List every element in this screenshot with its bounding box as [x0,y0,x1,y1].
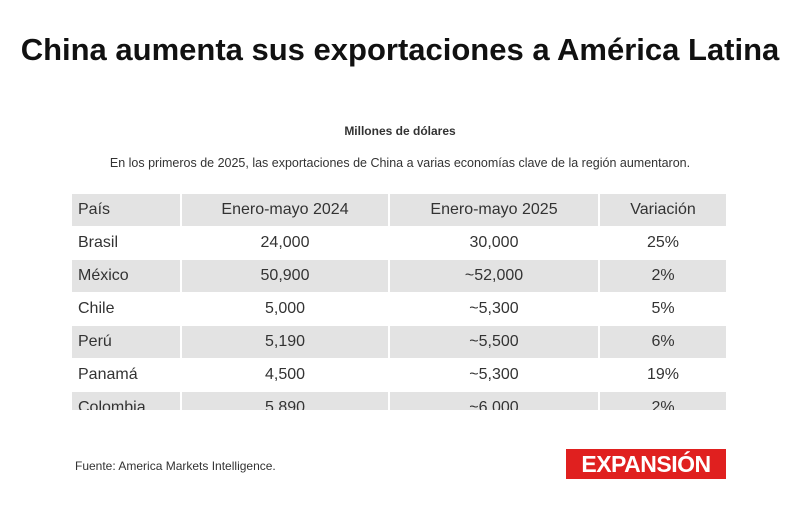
cell-variation: 5% [598,293,726,326]
cell-country: Panamá [72,359,180,392]
cell-value-2025: 30,000 [388,227,598,260]
cell-variation: 19% [598,359,726,392]
cell-country: Chile [72,293,180,326]
cell-country: Perú [72,326,180,359]
column-header-2025: Enero-mayo 2025 [388,194,598,227]
cell-variation: 25% [598,227,726,260]
cell-variation: 2% [598,260,726,293]
source-note: Fuente: America Markets Intelligence. [75,459,276,473]
cell-country: Colombia [72,392,180,410]
cell-value-2024: 5,000 [180,293,388,326]
cell-value-2024: 50,900 [180,260,388,293]
column-header-variation: Variación [598,194,726,227]
chart-subtitle: Millones de dólares [344,124,456,138]
cell-value-2025: ~5,300 [388,359,598,392]
cell-country: México [72,260,180,293]
column-header-country: País [72,194,180,227]
table-row: México 50,900 ~52,000 2% [72,260,726,293]
expansion-logo: EXPANSIÓN [566,449,726,479]
table-header-row: País Enero-mayo 2024 Enero-mayo 2025 Var… [72,194,726,227]
cell-value-2024: 4,500 [180,359,388,392]
cell-variation: 6% [598,326,726,359]
table-row: Chile 5,000 ~5,300 5% [72,293,726,326]
data-table-container: País Enero-mayo 2024 Enero-mayo 2025 Var… [72,194,726,410]
table-row: Brasil 24,000 30,000 25% [72,227,726,260]
cell-value-2025: ~5,300 [388,293,598,326]
chart-description: En los primeros de 2025, las exportacion… [109,156,691,170]
chart-title: China aumenta sus exportaciones a Améric… [20,32,780,67]
cell-value-2024: 5,190 [180,326,388,359]
cell-country: Brasil [72,227,180,260]
data-table: País Enero-mayo 2024 Enero-mayo 2025 Var… [72,194,726,410]
cell-value-2025: ~5,500 [388,326,598,359]
cell-value-2024: 24,000 [180,227,388,260]
table-row: Perú 5,190 ~5,500 6% [72,326,726,359]
column-header-2024: Enero-mayo 2024 [180,194,388,227]
cell-value-2025: ~6,000 [388,392,598,410]
cell-value-2025: ~52,000 [388,260,598,293]
table-row: Panamá 4,500 ~5,300 19% [72,359,726,392]
table-row: Colombia 5,890 ~6,000 2% [72,392,726,410]
cell-variation: 2% [598,392,726,410]
table-body: Brasil 24,000 30,000 25% México 50,900 ~52,000… [72,227,726,410]
cell-value-2024: 5,890 [180,392,388,410]
